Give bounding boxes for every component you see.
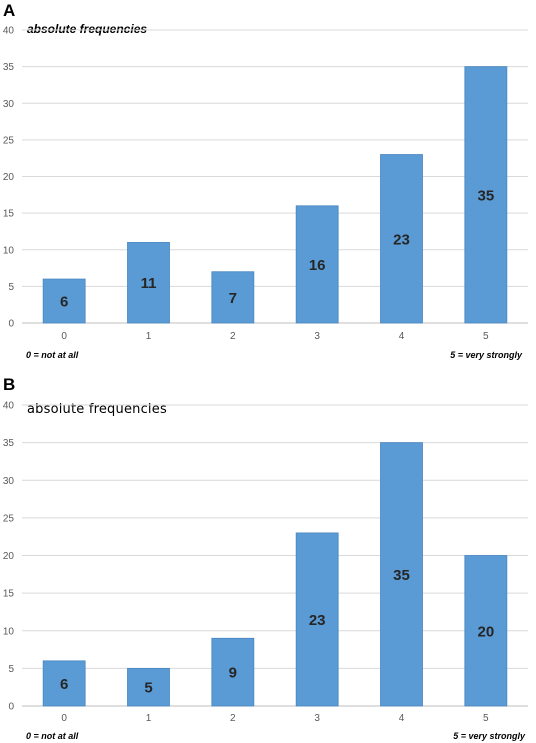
y-tick-label: 30 <box>3 99 15 110</box>
panel-label-a: A <box>3 1 15 20</box>
bar-1 <box>127 667 170 707</box>
annotation-left-a: 0 = not at all <box>26 350 79 360</box>
bar-2 <box>211 271 255 324</box>
y-tick-label: 35 <box>3 438 15 449</box>
bar-0 <box>42 278 86 324</box>
x-tick-label: 2 <box>230 713 236 724</box>
y-tick-label: 10 <box>3 245 15 256</box>
bar-4 <box>380 442 423 707</box>
bar-4 <box>380 154 423 324</box>
gridlines-b <box>22 404 528 707</box>
bar-3 <box>295 205 339 324</box>
x-tick-label: 4 <box>399 331 405 342</box>
y-tick-label: 35 <box>3 62 15 73</box>
y-tick-label: 15 <box>3 589 15 600</box>
y-ticks-a: 0 5 10 15 20 25 30 35 40 <box>3 26 15 330</box>
x-tick-label: 0 <box>61 331 67 342</box>
bars-b <box>42 442 508 707</box>
panel-label-b: B <box>3 375 15 394</box>
x-tick-label: 3 <box>314 713 320 724</box>
chart-panel-a: A absolute frequencies 0510152025303540 … <box>3 1 528 360</box>
x-ticks-a: 0 1 2 3 4 5 <box>61 331 489 342</box>
annotation-right-a: 5 = very strongly <box>450 350 523 360</box>
y-tick-label: 5 <box>8 664 14 675</box>
x-tick-label: 2 <box>230 331 236 342</box>
x-tick-label: 4 <box>399 713 405 724</box>
annotation-right-b: 5 = very strongly <box>453 731 526 741</box>
data-label: 35 <box>477 187 494 204</box>
bar-0 <box>42 660 86 707</box>
data-labels-b: 6 5 9 23 35 20 <box>60 567 494 697</box>
y-axis-label-a: absolute frequencies <box>27 22 147 36</box>
x-tick-label: 0 <box>61 713 67 724</box>
data-label: 23 <box>309 612 326 629</box>
data-label: 9 <box>229 665 237 682</box>
y-tick-label: 20 <box>3 172 15 183</box>
y-tick-label: 30 <box>3 476 15 487</box>
bar-5 <box>464 555 508 707</box>
y-tick-label: 20 <box>3 551 15 562</box>
y-ticks-b: 0 5 10 15 20 25 30 35 40 <box>3 401 15 713</box>
chart-panel-b: B absolute frequencies 0510152025303540 … <box>3 375 528 741</box>
y-tick-label: 0 <box>8 319 14 330</box>
bar-5 <box>464 66 508 324</box>
y-tick-label: 10 <box>3 626 15 637</box>
data-label: 6 <box>60 294 68 311</box>
y-tick-label: 0 <box>8 702 14 713</box>
data-labels-a: 6 11 7 16 23 35 <box>60 187 494 310</box>
data-label: 20 <box>477 623 494 640</box>
y-tick-label: 40 <box>3 401 15 412</box>
x-ticks-b: 0 1 2 3 4 5 <box>61 713 489 724</box>
bar-1 <box>127 242 170 324</box>
y-tick-label: 5 <box>8 282 14 293</box>
x-tick-label: 1 <box>146 331 152 342</box>
bar-2 <box>211 637 255 707</box>
annotation-left-b: 0 = not at all <box>26 731 79 741</box>
data-label: 11 <box>141 275 157 292</box>
x-tick-label: 5 <box>483 713 489 724</box>
data-label: 23 <box>393 231 410 248</box>
gridlines-a <box>22 29 528 324</box>
x-tick-label: 3 <box>314 331 320 342</box>
y-tick-label: 25 <box>3 513 15 524</box>
bars-a <box>42 66 508 324</box>
data-label: 6 <box>60 676 68 693</box>
x-tick-label: 5 <box>483 331 489 342</box>
x-tick-label: 1 <box>146 713 152 724</box>
y-tick-label: 40 <box>3 26 15 37</box>
y-tick-label: 25 <box>3 135 15 146</box>
y-tick-label: 15 <box>3 209 15 220</box>
y-axis-label-b: absolute frequencies <box>27 402 167 417</box>
data-label: 35 <box>393 567 410 584</box>
data-label: 16 <box>309 257 326 274</box>
data-label: 7 <box>229 290 237 307</box>
data-label: 5 <box>144 680 152 697</box>
bar-3 <box>295 532 339 707</box>
